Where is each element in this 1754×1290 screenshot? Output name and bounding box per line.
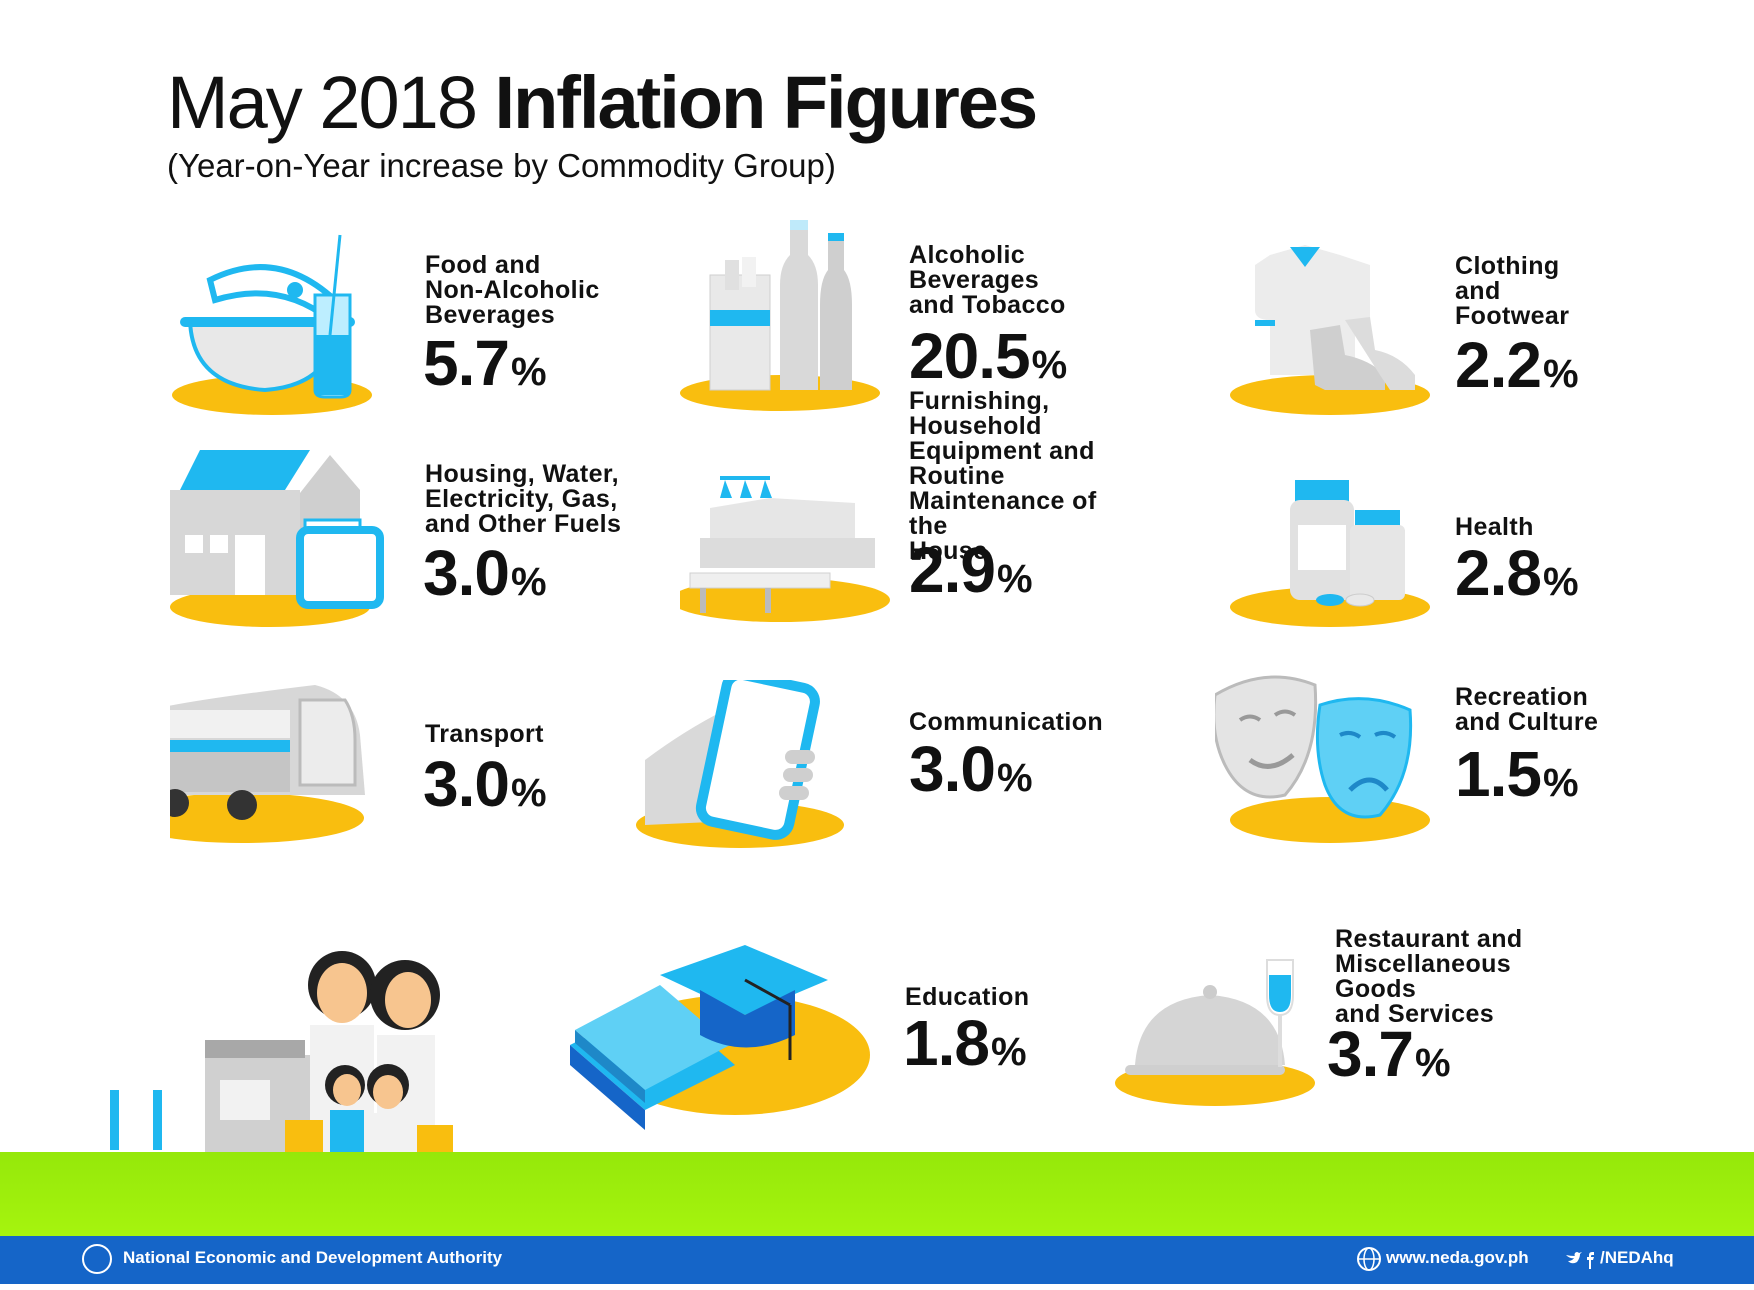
- family-illustration: [110, 951, 453, 1172]
- group-value: 3.0%: [423, 541, 547, 614]
- percent-sign: %: [510, 350, 547, 394]
- group-health: Health 2.8%: [1230, 435, 1690, 645]
- value-number: 20.5: [909, 320, 1031, 392]
- group-label: Communication: [909, 708, 1104, 736]
- group-value: 3.0%: [909, 737, 1033, 810]
- group-food: Food and Non-Alcoholic Beverages 5.7%: [170, 225, 630, 435]
- value-number: 3.7: [1327, 1018, 1414, 1090]
- value-number: 3.0: [909, 733, 996, 805]
- group-education: Education 1.8%: [570, 935, 1030, 1145]
- globe-icon: [1357, 1247, 1381, 1271]
- smartphone-in-hand-icon: [636, 680, 844, 848]
- grass-ground: [0, 1152, 1754, 1236]
- value-number: 2.9: [909, 534, 996, 606]
- sofa-and-lamp-icon: [680, 476, 890, 622]
- group-label: Food and Non-Alcoholic Beverages: [425, 251, 600, 329]
- value-number: 2.2: [1455, 329, 1542, 401]
- bottles-and-cigarettes-icon: [680, 220, 880, 411]
- group-restaurant-misc: Restaurant and Miscellaneous Goods and S…: [1115, 927, 1575, 1160]
- group-alcohol-tobacco: Alcoholic Beverages and Tobacco 20.5%: [680, 215, 1140, 425]
- group-label: Alcoholic Beverages and Tobacco: [909, 241, 1066, 319]
- pot-and-drink-icon: [172, 234, 372, 415]
- page-subtitle: (Year-on-Year increase by Commodity Grou…: [167, 147, 836, 184]
- footer-social-handle[interactable]: /NEDAhq: [1600, 1248, 1674, 1267]
- group-housing-utilities: Housing, Water, Electricity, Gas, and Ot…: [170, 435, 630, 645]
- group-label: Health: [1455, 513, 1534, 541]
- value-number: 1.5: [1455, 738, 1542, 810]
- value-number: 3.0: [423, 748, 510, 820]
- percent-sign: %: [990, 1030, 1027, 1074]
- group-value: 2.9%: [909, 538, 1033, 611]
- group-label: Housing, Water, Electricity, Gas, and Ot…: [425, 460, 622, 538]
- value-number: 2.8: [1455, 537, 1542, 609]
- group-value: 1.5%: [1455, 742, 1579, 815]
- cloche-and-wine-glass-icon: [1115, 959, 1315, 1106]
- neda-seal-icon: [82, 1244, 112, 1274]
- group-label: Education: [905, 983, 1030, 1011]
- theatre-masks-icon: [1215, 675, 1430, 843]
- footer-organization: National Economic and Development Author…: [123, 1248, 503, 1267]
- group-value: 2.2%: [1455, 333, 1579, 406]
- group-value: 1.8%: [903, 1011, 1027, 1084]
- bus-icon: [170, 685, 365, 843]
- percent-sign: %: [510, 771, 547, 815]
- value-number: 3.0: [423, 537, 510, 609]
- title-month: May 2018: [167, 61, 478, 144]
- twitter-facebook-icon: [1566, 1252, 1594, 1269]
- percent-sign: %: [1031, 343, 1068, 387]
- group-value: 3.0%: [423, 752, 547, 825]
- footer-website-link[interactable]: www.neda.gov.ph: [1386, 1248, 1529, 1267]
- group-furnishing: Furnishing, Household Equipment and Rout…: [680, 389, 1140, 638]
- group-label: Furnishing, Household Equipment and Rout…: [909, 387, 1097, 565]
- percent-sign: %: [1542, 761, 1579, 805]
- value-number: 1.8: [903, 1007, 990, 1079]
- group-value: 5.7%: [423, 331, 547, 404]
- group-value: 2.8%: [1455, 541, 1579, 614]
- percent-sign: %: [1542, 560, 1579, 604]
- percent-sign: %: [996, 557, 1033, 601]
- page-title: May 2018 Inflation Figures: [167, 66, 1038, 140]
- value-number: 5.7: [423, 327, 510, 399]
- medicine-bottles-icon: [1230, 480, 1430, 627]
- group-recreation-culture: Recreation and Culture 1.5%: [1215, 675, 1675, 885]
- group-label: Recreation and Culture: [1455, 683, 1599, 736]
- books-and-graduation-cap-icon: [570, 945, 870, 1130]
- shirt-and-shoes-icon: [1230, 245, 1430, 415]
- group-clothing-footwear: Clothing and Footwear 2.2%: [1230, 225, 1690, 435]
- percent-sign: %: [996, 756, 1033, 800]
- group-label: Clothing and Footwear: [1455, 252, 1570, 330]
- group-label: Transport: [425, 720, 544, 748]
- percent-sign: %: [510, 560, 547, 604]
- house-and-fuel-can-icon: [170, 450, 384, 627]
- footer-bar: National Economic and Development Author…: [0, 1236, 1754, 1284]
- group-communication: Communication 3.0%: [635, 680, 1103, 890]
- group-value: 3.7%: [1327, 1022, 1451, 1095]
- title-main: Inflation Figures: [494, 61, 1039, 144]
- group-transport: Transport 3.0%: [170, 655, 630, 865]
- group-label: Restaurant and Miscellaneous Goods and S…: [1335, 925, 1523, 1028]
- percent-sign: %: [1414, 1041, 1451, 1085]
- percent-sign: %: [1542, 352, 1579, 396]
- group-value: 20.5%: [909, 324, 1068, 397]
